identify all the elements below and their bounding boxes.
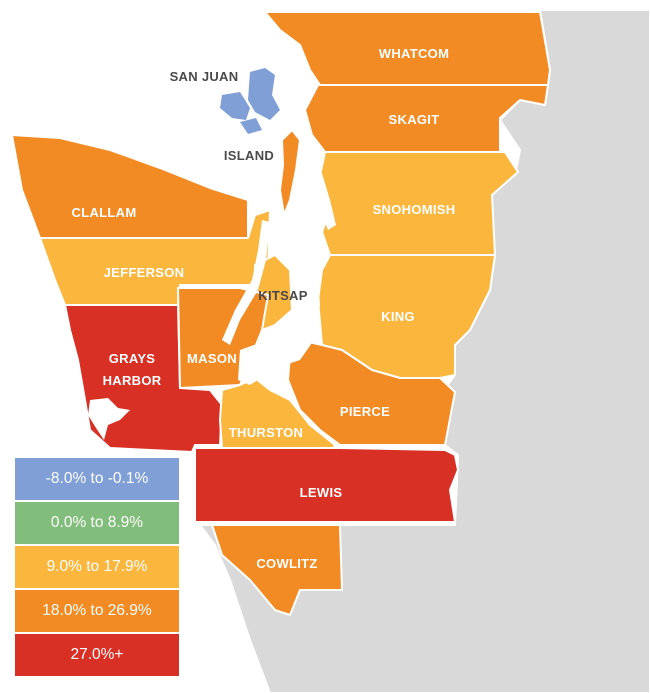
county-lewis — [194, 447, 459, 523]
county-cowlitz — [211, 524, 343, 616]
label-island: ISLAND — [224, 148, 274, 163]
label-whatcom: WHATCOM — [379, 46, 449, 61]
label-harbor: HARBOR — [103, 373, 162, 388]
legend-item-27-plus: 27.0%+ — [15, 634, 179, 676]
label-grays: GRAYS — [109, 351, 156, 366]
label-king: KING — [381, 309, 415, 324]
legend-item-18-27: 18.0% to 26.9% — [15, 590, 179, 632]
label-pierce: PIERCE — [340, 404, 390, 419]
label-lewis: LEWIS — [300, 485, 343, 500]
label-thurston: THURSTON — [229, 425, 303, 440]
label-snohomish: SNOHOMISH — [373, 202, 456, 217]
county-pierce — [287, 339, 456, 446]
county-clallam — [11, 134, 249, 239]
legend-item-9-18: 9.0% to 17.9% — [15, 546, 179, 588]
county-island — [279, 129, 301, 216]
label-mason: MASON — [187, 351, 237, 366]
label-clallam: CLALLAM — [72, 205, 137, 220]
label-san-juan: SAN JUAN — [170, 69, 239, 84]
county-skagit — [304, 84, 549, 153]
county-san-juan — [220, 68, 280, 134]
map-legend: -8.0% to -0.1% 0.0% to 8.9% 9.0% to 17.9… — [15, 458, 179, 678]
label-skagit: SKAGIT — [389, 112, 440, 127]
label-jefferson: JEFFERSON — [104, 265, 185, 280]
label-cowlitz: COWLITZ — [256, 556, 317, 571]
legend-item-0-9: 0.0% to 8.9% — [15, 502, 179, 544]
puget-sound — [222, 60, 336, 385]
label-kitsap: KITSAP — [258, 288, 307, 303]
legend-item-negative: -8.0% to -0.1% — [15, 458, 179, 500]
grays-harbor-bay — [88, 398, 130, 440]
